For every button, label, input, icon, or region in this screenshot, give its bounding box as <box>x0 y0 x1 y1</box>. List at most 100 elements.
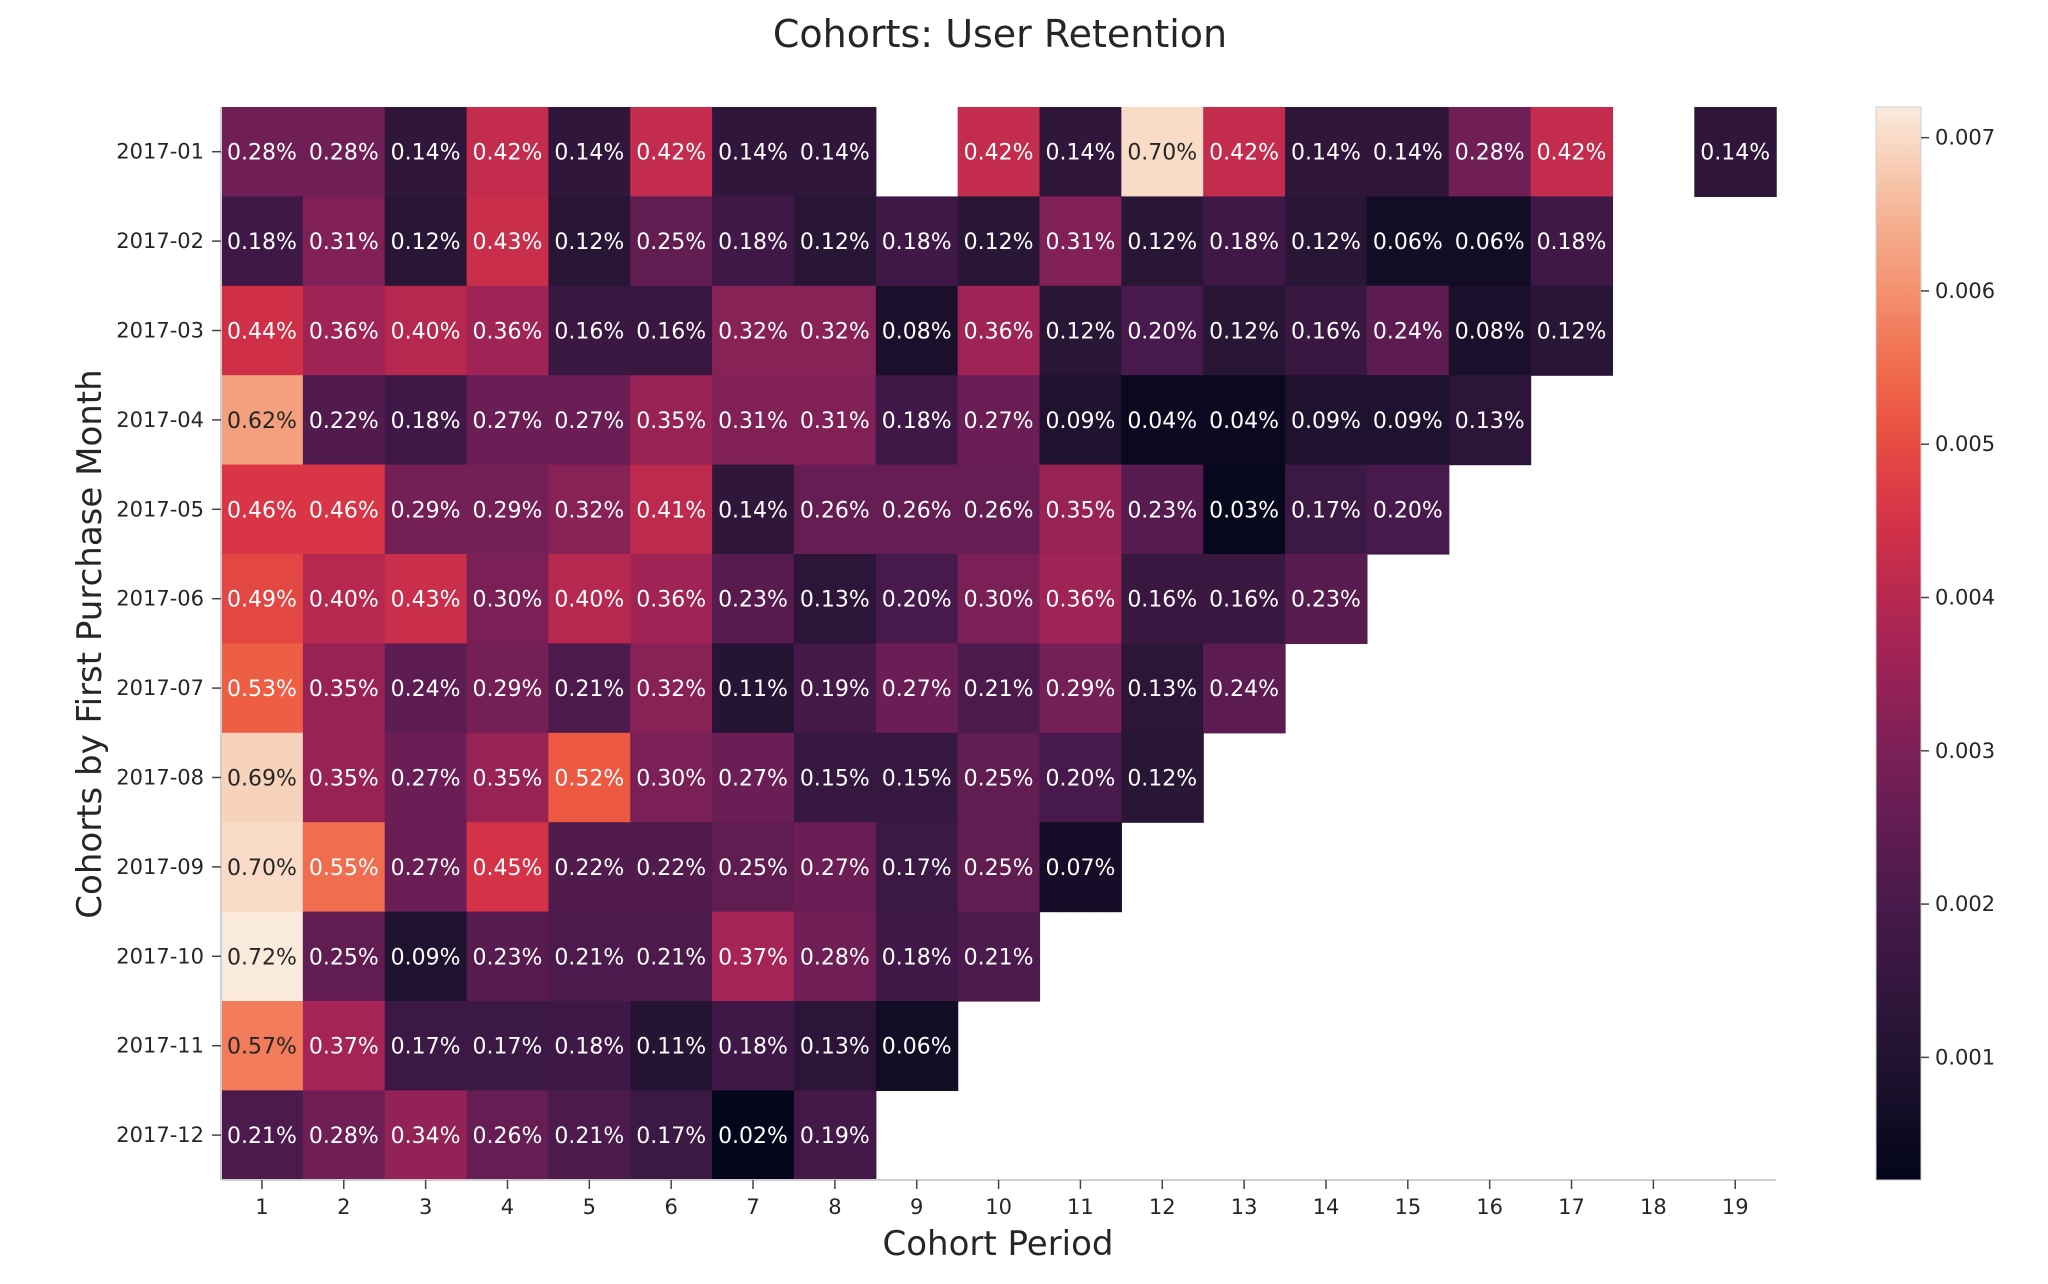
cell-value-label: 0.14% <box>1373 141 1443 166</box>
cell-value-label: 0.36% <box>636 588 706 613</box>
heatmap-cell <box>712 464 795 555</box>
colorbar-tick-label: 0.007 <box>1935 126 1995 150</box>
colorbar-tick-label: 0.006 <box>1935 279 1995 303</box>
heatmap-cell <box>630 196 713 287</box>
cell-value-label: 0.02% <box>718 1124 788 1149</box>
heatmap-cell <box>548 107 631 197</box>
heatmap-cell <box>1121 464 1204 555</box>
heatmap-cell <box>466 732 549 823</box>
colorbar-tick-label: 0.005 <box>1935 432 1995 456</box>
heatmap-cell <box>384 107 468 197</box>
heatmap-cell <box>1039 107 1122 197</box>
heatmap-cell <box>1530 107 1614 197</box>
cell-value-label: 0.12% <box>800 230 870 255</box>
heatmap-cell <box>957 285 1041 376</box>
cell-value-label: 0.17% <box>882 856 952 881</box>
heatmap-cell <box>1121 643 1204 734</box>
x-tick-label: 5 <box>583 1195 596 1219</box>
heatmap-cell <box>302 643 386 734</box>
heatmap-cell <box>1285 285 1368 376</box>
cell-value-label: 0.18% <box>882 945 952 970</box>
cell-value-label: 0.11% <box>718 677 788 702</box>
cell-value-label: 0.32% <box>800 320 870 345</box>
cell-value-label: 0.18% <box>554 1035 624 1060</box>
cell-value-label: 0.40% <box>309 588 379 613</box>
cell-value-label: 0.16% <box>1291 320 1361 345</box>
heatmap-cell <box>630 107 713 197</box>
cell-value-label: 0.49% <box>227 588 297 613</box>
heatmap-cell <box>1039 375 1122 466</box>
colorbar-tick-label: 0.002 <box>1935 892 1995 916</box>
cell-value-label: 0.25% <box>964 856 1034 881</box>
cell-value-label: 0.27% <box>882 677 952 702</box>
heatmap-cell <box>875 554 959 644</box>
heatmap-cell <box>1530 285 1614 376</box>
cell-value-label: 0.42% <box>1537 141 1607 166</box>
heatmap-cell <box>1039 643 1122 734</box>
heatmap-cell <box>466 554 549 644</box>
heatmap-cell <box>466 822 549 913</box>
cell-value-label: 0.36% <box>964 320 1034 345</box>
heatmap-cell <box>875 196 959 287</box>
cell-value-label: 0.12% <box>1209 320 1279 345</box>
heatmap-cell <box>466 285 549 376</box>
y-tick-label: 2017-04 <box>116 408 204 432</box>
colorbar-tick-label: 0.004 <box>1935 586 1995 610</box>
cell-value-label: 0.21% <box>964 677 1034 702</box>
heatmap-cell <box>221 732 304 823</box>
cell-value-label: 0.06% <box>1455 230 1525 255</box>
heatmap-cell <box>221 911 304 1002</box>
heatmap-cell <box>466 464 549 555</box>
cell-value-label: 0.17% <box>473 1035 543 1060</box>
cell-value-label: 0.03% <box>1209 498 1279 523</box>
cell-value-label: 0.35% <box>309 767 379 792</box>
cell-value-label: 0.13% <box>1127 677 1197 702</box>
heatmap-cell <box>1366 285 1450 376</box>
heatmap-cell <box>302 196 386 287</box>
cell-value-label: 0.18% <box>1537 230 1607 255</box>
cell-value-label: 0.27% <box>964 409 1034 434</box>
cell-value-label: 0.35% <box>473 767 543 792</box>
cell-value-label: 0.42% <box>636 141 706 166</box>
heatmap-cell <box>548 911 631 1002</box>
cell-value-label: 0.06% <box>882 1035 952 1060</box>
cell-value-label: 0.21% <box>227 1124 297 1149</box>
cell-value-label: 0.12% <box>964 230 1034 255</box>
cell-value-label: 0.22% <box>554 856 624 881</box>
cell-value-label: 0.15% <box>800 767 870 792</box>
cell-value-label: 0.42% <box>1209 141 1279 166</box>
heatmap-cell <box>384 911 468 1002</box>
heatmap-cell <box>384 285 468 376</box>
colorbar-tick-label: 0.001 <box>1935 1045 1995 1069</box>
heatmap-cell <box>957 107 1041 197</box>
x-tick-label: 17 <box>1558 1195 1585 1219</box>
x-tick-label: 7 <box>746 1195 759 1219</box>
heatmap-cell <box>1039 554 1122 644</box>
heatmap-cell <box>384 822 468 913</box>
heatmap-cell <box>712 911 795 1002</box>
heatmap-cell <box>1448 375 1532 466</box>
x-tick-label: 13 <box>1231 1195 1258 1219</box>
heatmap-cell <box>548 822 631 913</box>
cell-value-label: 0.52% <box>554 767 624 792</box>
cell-value-label: 0.26% <box>800 498 870 523</box>
heatmap-cell <box>630 1090 713 1181</box>
heatmap-cell <box>1203 554 1286 644</box>
heatmap-cell <box>630 822 713 913</box>
heatmap-cell <box>548 375 631 466</box>
heatmap-cell <box>302 554 386 644</box>
heatmap-cell <box>793 464 877 555</box>
cell-value-label: 0.34% <box>391 1124 461 1149</box>
cell-value-label: 0.13% <box>800 1035 870 1060</box>
heatmap-cell <box>630 732 713 823</box>
cell-value-label: 0.14% <box>1700 141 1770 166</box>
cell-value-label: 0.25% <box>718 856 788 881</box>
x-tick-label: 12 <box>1149 1195 1176 1219</box>
cell-value-label: 0.57% <box>227 1035 297 1060</box>
heatmap-cell <box>466 643 549 734</box>
cell-value-label: 0.29% <box>391 498 461 523</box>
cell-value-label: 0.20% <box>882 588 952 613</box>
cell-value-label: 0.16% <box>1209 588 1279 613</box>
heatmap-cell <box>630 285 713 376</box>
cell-value-label: 0.29% <box>1045 677 1115 702</box>
